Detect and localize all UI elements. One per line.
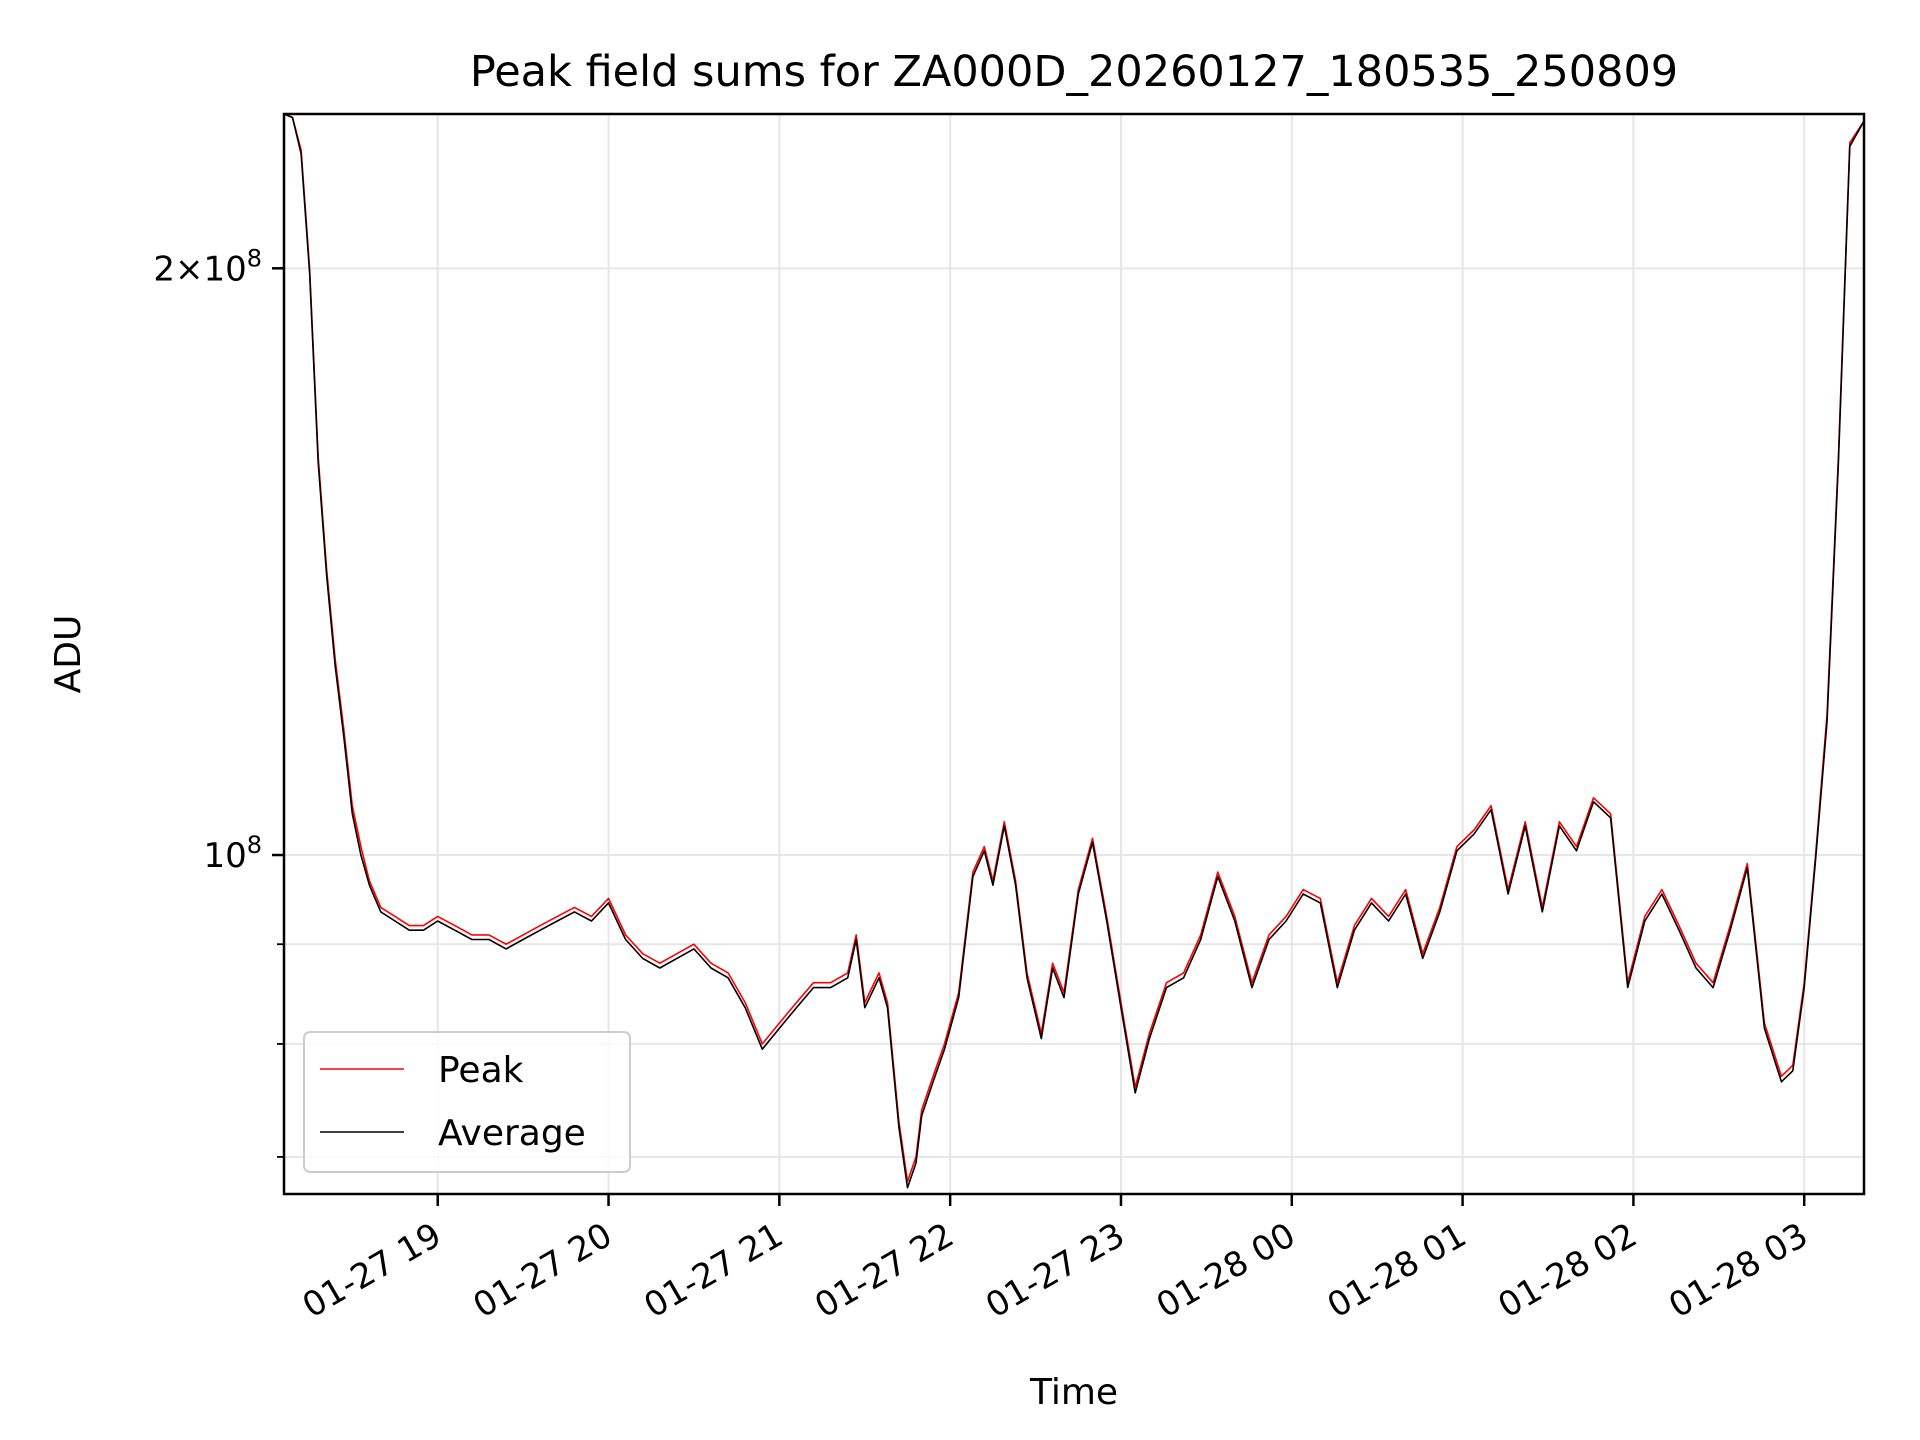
x-axis-label: Time [1029, 1372, 1118, 1413]
y-tick-exponent: 8 [247, 831, 262, 859]
legend: Peak Average [303, 1031, 631, 1173]
plot-frame [282, 112, 1866, 1196]
legend-label-average: Average [438, 1113, 586, 1154]
y-tick-label: 2×108 [153, 244, 262, 289]
y-tick-exponent: 8 [247, 244, 262, 272]
series-line-average [284, 114, 1864, 1189]
series-layer [284, 114, 1864, 1189]
legend-box [303, 1031, 631, 1173]
y-tick-label: 108 [203, 831, 262, 876]
y-tick-base: 10 [203, 249, 246, 289]
y-tick-times: × [175, 249, 204, 289]
y-axis-label: ADU [48, 615, 89, 694]
y-tick-mantissa: 2 [153, 249, 175, 289]
legend-label-peak: Peak [438, 1050, 524, 1091]
y-tick-base: 10 [203, 836, 246, 876]
chart-title: Peak field sums for ZA000D_20260127_1805… [470, 47, 1678, 97]
